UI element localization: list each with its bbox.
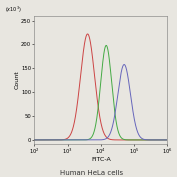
Y-axis label: Count: Count bbox=[15, 70, 20, 89]
X-axis label: FITC-A: FITC-A bbox=[91, 157, 111, 162]
Text: $(x10^3)$: $(x10^3)$ bbox=[5, 4, 22, 15]
Text: Human HeLa cells: Human HeLa cells bbox=[61, 170, 124, 176]
